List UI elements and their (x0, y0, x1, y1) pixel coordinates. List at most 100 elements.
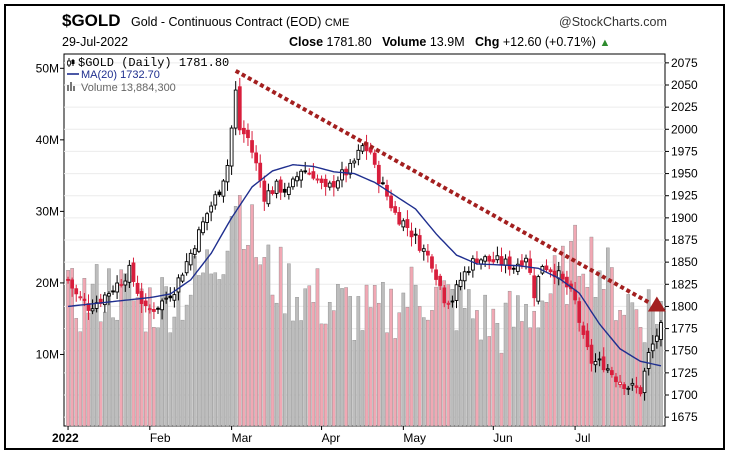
volume-bar (205, 249, 209, 427)
volume-bar (634, 309, 639, 427)
volume-tick-label: 10M (36, 347, 59, 361)
candle-body (237, 86, 242, 131)
candle-body (327, 182, 332, 188)
candle-body (82, 298, 87, 301)
candle-body (147, 308, 152, 311)
candle-body (160, 300, 164, 311)
symbol-title: $GOLD (62, 11, 121, 30)
candle-body (614, 376, 618, 383)
volume-bar (201, 272, 205, 427)
candle-body (560, 273, 565, 280)
volume-bar (119, 269, 123, 427)
candle (323, 174, 328, 196)
candle-body (376, 164, 381, 185)
volume-bar (103, 311, 107, 427)
volume-bar (344, 287, 348, 427)
candle-body (274, 180, 279, 194)
volume-bar (413, 284, 418, 427)
volume-bar (528, 327, 532, 427)
candle (90, 299, 95, 315)
volume-bar (650, 307, 655, 427)
candle-body (421, 248, 426, 252)
volume-bar (475, 310, 479, 427)
volume-bar (168, 332, 173, 427)
candle (425, 244, 430, 263)
candle-body (409, 230, 414, 238)
volume-bar (372, 285, 377, 427)
candle-body (381, 182, 385, 185)
date-tick-label: May (403, 431, 426, 445)
volume-bar (94, 264, 99, 427)
candle (340, 161, 344, 188)
volume-bar (274, 302, 279, 427)
candle-body (201, 221, 205, 234)
candle (544, 259, 549, 273)
volume-bar (430, 310, 434, 427)
candle-body (139, 291, 144, 304)
volume-bar (311, 302, 316, 427)
candle-body (446, 302, 451, 305)
candle-body (184, 261, 189, 274)
volume-bar (573, 224, 577, 427)
volume-bar (115, 319, 119, 427)
candle (372, 149, 377, 169)
candle-body (229, 127, 234, 167)
volume-bar (233, 206, 238, 427)
candle-body (254, 152, 259, 164)
candle (241, 120, 246, 143)
candle-body (135, 282, 140, 294)
volume-bar (434, 286, 438, 427)
candle-body (348, 162, 353, 175)
candle (246, 123, 250, 146)
price-tick-label: 1800 (671, 299, 698, 313)
candle-body (425, 250, 430, 256)
candle (307, 168, 312, 176)
candle-body (646, 352, 651, 369)
price-tick-label: 2000 (671, 122, 698, 136)
candle (614, 372, 618, 388)
date-tick-label: Jun (493, 431, 512, 445)
volume-bar (385, 332, 389, 427)
candle-body (532, 275, 537, 299)
up-arrow-icon: ▲ (599, 37, 611, 49)
candle (119, 279, 124, 288)
price-tick-label: 2025 (671, 100, 698, 114)
candle-body (434, 269, 438, 280)
candle (413, 227, 418, 245)
candle (618, 374, 622, 388)
candle-body (605, 368, 610, 371)
candle-body (311, 171, 316, 179)
candle (107, 291, 111, 306)
quote-date: 29-Jul-2022 (62, 35, 129, 49)
brand-watermark[interactable]: @StockCharts.com (559, 15, 667, 29)
volume-bar (556, 266, 561, 427)
candle-body (78, 296, 83, 299)
candle (462, 266, 467, 290)
volume-bar (90, 283, 95, 427)
candle-body (626, 387, 631, 390)
volume-bar (291, 320, 295, 427)
candle (152, 302, 156, 320)
candle (262, 175, 267, 211)
candle-body (291, 178, 295, 188)
candle-body (233, 89, 238, 129)
candle (475, 251, 479, 265)
candle (331, 175, 336, 197)
volume-tick-label: 50M (36, 61, 59, 75)
volume-bar (618, 310, 622, 427)
candle (654, 328, 659, 349)
candle (66, 276, 70, 284)
price-candles (66, 77, 663, 401)
candle (430, 254, 434, 273)
candle (303, 161, 308, 174)
candle-body (548, 269, 553, 273)
candle-body (585, 330, 590, 348)
candle (622, 382, 627, 395)
candle (528, 250, 532, 275)
volume-value: 13.9M (429, 35, 465, 49)
candle (147, 304, 152, 314)
volume-bar (659, 301, 663, 427)
volume-bar (548, 293, 553, 427)
volume-bar (70, 268, 74, 427)
